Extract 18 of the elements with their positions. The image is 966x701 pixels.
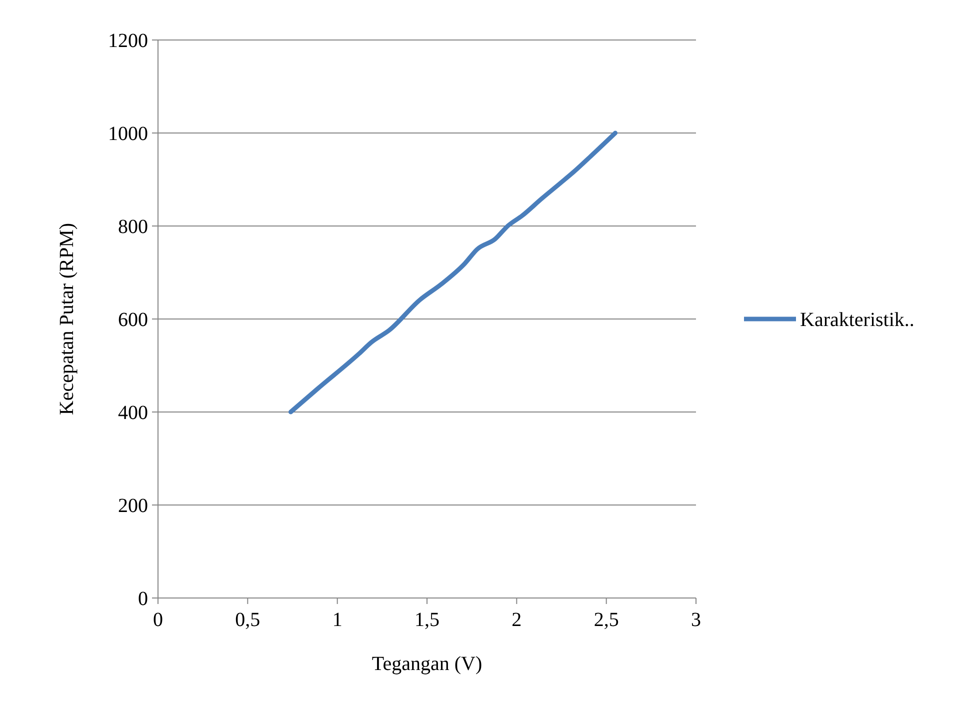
- x-tick-label: 1: [332, 609, 342, 631]
- x-tick-label: 0: [153, 609, 163, 631]
- x-tick-label: 2,5: [594, 609, 619, 631]
- line-series: [288, 130, 618, 414]
- y-axis-title: Kecepatan Putar (RPM): [56, 222, 78, 416]
- x-tick-label: 1,5: [414, 609, 440, 631]
- x-axis-title: Tegangan (V): [372, 653, 482, 675]
- y-tick-label: 0: [138, 588, 148, 610]
- y-tick-label: 800: [118, 216, 148, 238]
- x-tick-label: 3: [691, 609, 701, 631]
- x-tick-label: 2: [512, 609, 522, 631]
- y-tick-label: 1200: [108, 30, 148, 52]
- x-tick-label: 0,5: [235, 609, 260, 631]
- y-tick-label: 1000: [108, 123, 148, 145]
- legend-label: Karakteristik..: [800, 309, 914, 331]
- y-tick-label: 400: [118, 402, 148, 424]
- y-tick-label: 600: [118, 309, 148, 331]
- y-tick-label: 200: [118, 495, 148, 517]
